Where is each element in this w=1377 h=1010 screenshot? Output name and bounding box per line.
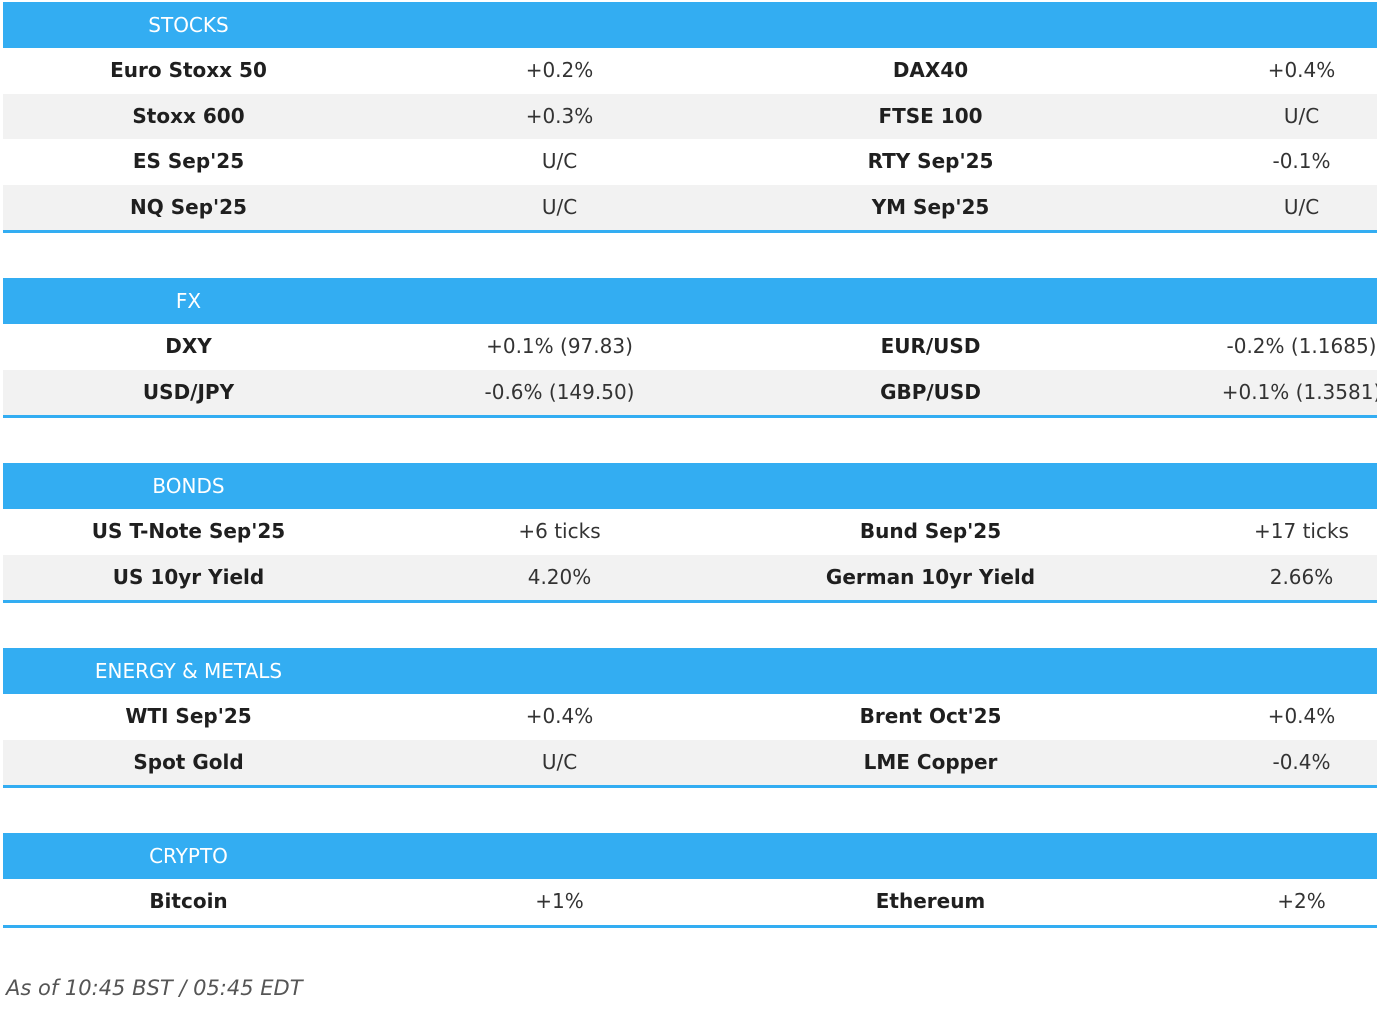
section-divider	[3, 785, 1377, 788]
table-row: US T-Note Sep'25 +6 ticks Bund Sep'25 +17 t…	[3, 509, 1377, 555]
change-value: -0.1%	[1272, 149, 1331, 173]
section-divider	[3, 924, 1377, 928]
change-value: +0.4%	[1267, 704, 1336, 728]
section-title: CRYPTO	[149, 844, 228, 868]
instrument-name: NQ Sep'25	[130, 194, 247, 219]
section-header: BONDS	[3, 463, 1377, 509]
change-value: 4.20%	[527, 564, 592, 589]
instrument-name: ES Sep'25	[132, 149, 245, 173]
instrument-name: DXY	[165, 334, 212, 358]
change-value: -0.2% (1.1685)	[1226, 334, 1377, 358]
change-value: U/C	[541, 149, 578, 173]
instrument-name: RTY Sep'25	[867, 149, 994, 173]
change-value: +1%	[535, 889, 584, 913]
change-value: +0.2%	[525, 58, 594, 82]
change-value: +0.4%	[1267, 58, 1336, 82]
change-value: U/C	[541, 194, 578, 219]
change-value: U/C	[541, 749, 578, 774]
change-value: +2%	[1277, 889, 1326, 913]
section-title: BONDS	[152, 474, 225, 498]
change-value: +0.4%	[525, 704, 594, 728]
table-row: Spot Gold U/C LME Copper -0.4%	[3, 739, 1377, 785]
market-section: BONDS US T-Note Sep'25 +6 ticks Bund Sep'25…	[3, 463, 1377, 603]
instrument-name: US T-Note Sep'25	[91, 519, 286, 543]
instrument-name: Bitcoin	[149, 889, 228, 913]
change-value: U/C	[1283, 194, 1320, 219]
section-title: FX	[175, 289, 202, 313]
instrument-name: German 10yr Yield	[825, 564, 1036, 589]
section-title: ENERGY & METALS	[94, 659, 283, 683]
instrument-name: US 10yr Yield	[112, 564, 265, 589]
section-header: STOCKS	[3, 2, 1377, 48]
instrument-name: WTI Sep'25	[125, 704, 252, 728]
change-value: +0.3%	[525, 103, 594, 128]
change-value: +0.1% (97.83)	[486, 334, 633, 358]
table-row: Stoxx 600 +0.3% FTSE 100 U/C	[3, 93, 1377, 139]
section-divider	[3, 415, 1377, 418]
table-row: ES Sep'25 U/C RTY Sep'25 -0.1%	[3, 139, 1377, 185]
table-row: DXY +0.1% (97.83) EUR/USD -0.2% (1.1685)	[3, 324, 1377, 370]
section-header: ENERGY & METALS	[3, 648, 1377, 694]
market-section: STOCKS Euro Stoxx 50 +0.2% DAX40 +0.4% Stoxx …	[3, 2, 1377, 233]
instrument-name: Bund Sep'25	[859, 519, 1002, 543]
section-header: CRYPTO	[3, 833, 1377, 879]
table-row: WTI Sep'25 +0.4% Brent Oct'25 +0.4%	[3, 694, 1377, 740]
instrument-name: Ethereum	[875, 889, 986, 913]
change-value: 2.66%	[1269, 564, 1334, 589]
table-row: NQ Sep'25 U/C YM Sep'25 U/C	[3, 184, 1377, 230]
table-row: US 10yr Yield 4.20% German 10yr Yield 2.66%	[3, 554, 1377, 600]
market-section: ENERGY & METALS WTI Sep'25 +0.4% Brent Oct'…	[3, 648, 1377, 788]
change-value: +17 ticks	[1254, 519, 1349, 543]
change-value: -0.6% (149.50)	[484, 379, 635, 404]
section-header: FX	[3, 278, 1377, 324]
instrument-name: Euro Stoxx 50	[110, 58, 267, 82]
instrument-name: Spot Gold	[133, 749, 244, 774]
timestamp-note: As of 10:45 BST / 05:45 EDT	[6, 976, 303, 1000]
instrument-name: Stoxx 600	[132, 103, 245, 128]
market-section: CRYPTO Bitcoin +1% Ethereum +2%	[3, 833, 1377, 928]
change-value: U/C	[1283, 103, 1320, 128]
instrument-name: DAX40	[892, 58, 969, 82]
section-divider	[3, 230, 1377, 233]
instrument-name: YM Sep'25	[871, 194, 990, 219]
instrument-name: Brent Oct'25	[859, 704, 1002, 728]
change-value: -0.4%	[1272, 749, 1331, 774]
instrument-name: GBP/USD	[880, 379, 981, 404]
change-value: +6 ticks	[518, 519, 601, 543]
section-title: STOCKS	[148, 13, 229, 37]
section-divider	[3, 600, 1377, 603]
market-section: FX DXY +0.1% (97.83) EUR/USD -0.2% (1.1685) U…	[3, 278, 1377, 418]
instrument-name: FTSE 100	[878, 103, 983, 128]
table-row: USD/JPY -0.6% (149.50) GBP/USD +0.1% (1.358…	[3, 369, 1377, 415]
table-row: Euro Stoxx 50 +0.2% DAX40 +0.4%	[3, 48, 1377, 94]
instrument-name: USD/JPY	[142, 379, 235, 404]
instrument-name: LME Copper	[863, 749, 998, 774]
change-value: +0.1% (1.3581)	[1221, 379, 1377, 404]
table-row: Bitcoin +1% Ethereum +2%	[3, 879, 1377, 925]
instrument-name: EUR/USD	[880, 334, 981, 358]
